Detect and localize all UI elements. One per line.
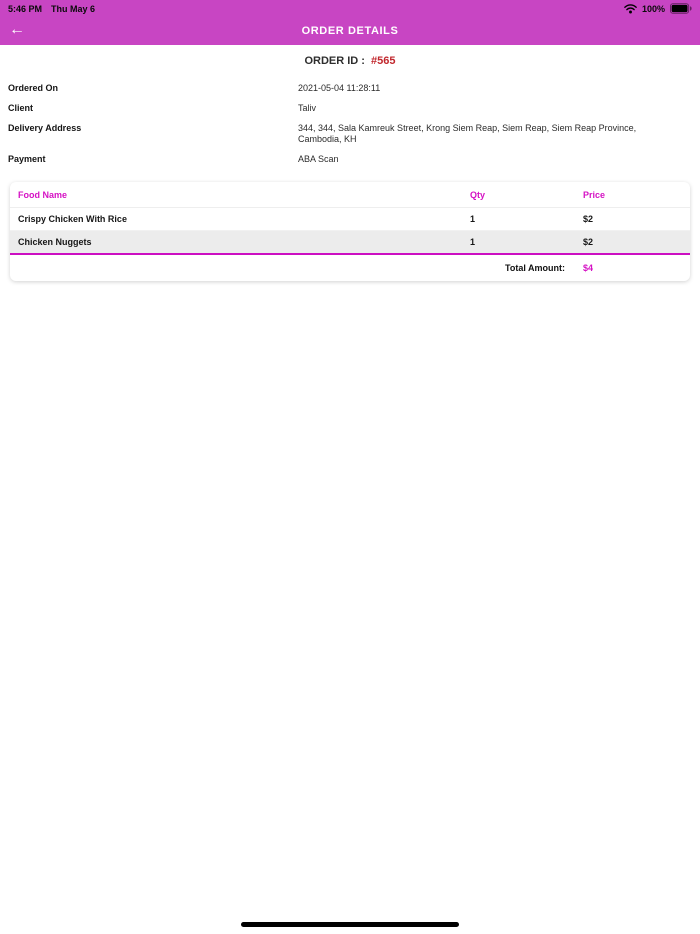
column-header-price: Price: [575, 182, 690, 208]
battery-icon: [670, 3, 692, 14]
app-bar: ← ORDER DETAILS: [0, 17, 700, 45]
order-id-line: ORDER ID : #565: [0, 45, 700, 67]
order-items-table: Food Name Qty Price Crispy Chicken With …: [10, 182, 690, 281]
price-cell: $2: [575, 207, 690, 231]
battery-percent: 100%: [641, 3, 665, 14]
status-bar: 5:46 PM Thu May 6 100%: [0, 0, 700, 17]
detail-value: 2021-05-04 11:28:11: [298, 83, 381, 93]
detail-row-payment: Payment ABA Scan: [0, 154, 700, 165]
order-items-card: Food Name Qty Price Crispy Chicken With …: [10, 182, 690, 281]
detail-label: Delivery Address: [8, 123, 82, 133]
qty-cell: 1: [462, 230, 575, 255]
table-header-row: Food Name Qty Price: [10, 182, 690, 208]
total-amount-value: $4: [583, 263, 594, 273]
detail-row-delivery-address: Delivery Address 344, 344, Sala Kamreuk …: [0, 123, 700, 145]
food-name-cell: Chicken Nuggets: [10, 230, 462, 255]
detail-value: Taliv: [298, 103, 317, 113]
status-date: Thu May 6: [51, 3, 96, 14]
table-row: Chicken Nuggets 1 $2: [10, 230, 690, 255]
detail-row-client: Client Taliv: [0, 103, 700, 114]
home-indicator[interactable]: [241, 922, 459, 927]
column-header-qty: Qty: [462, 182, 575, 208]
order-details-list: Ordered On 2021-05-04 11:28:11 Client Ta…: [0, 83, 700, 165]
order-id-label: ORDER ID :: [304, 55, 365, 67]
order-id-value: #565: [371, 55, 396, 67]
detail-label: Client: [8, 103, 34, 113]
table-row: Crispy Chicken With Rice 1 $2: [10, 207, 690, 231]
status-time: 5:46 PM: [8, 3, 43, 14]
food-name-cell: Crispy Chicken With Rice: [10, 207, 462, 231]
price-cell: $2: [575, 230, 690, 255]
back-button[interactable]: ←: [0, 22, 25, 40]
back-arrow-icon: ←: [9, 21, 25, 38]
detail-row-ordered-on: Ordered On 2021-05-04 11:28:11: [0, 83, 700, 94]
detail-label: Payment: [8, 154, 46, 164]
page-title: ORDER DETAILS: [301, 25, 399, 37]
detail-value: ABA Scan: [298, 154, 339, 164]
wifi-icon: [624, 3, 637, 14]
qty-cell: 1: [462, 207, 575, 231]
table-total-row: Total Amount: $4: [10, 254, 690, 281]
total-amount-label: Total Amount:: [505, 263, 565, 273]
detail-value: 344, 344, Sala Kamreuk Street, Krong Sie…: [298, 123, 637, 144]
column-header-food-name: Food Name: [10, 182, 462, 208]
detail-label: Ordered On: [8, 83, 59, 93]
